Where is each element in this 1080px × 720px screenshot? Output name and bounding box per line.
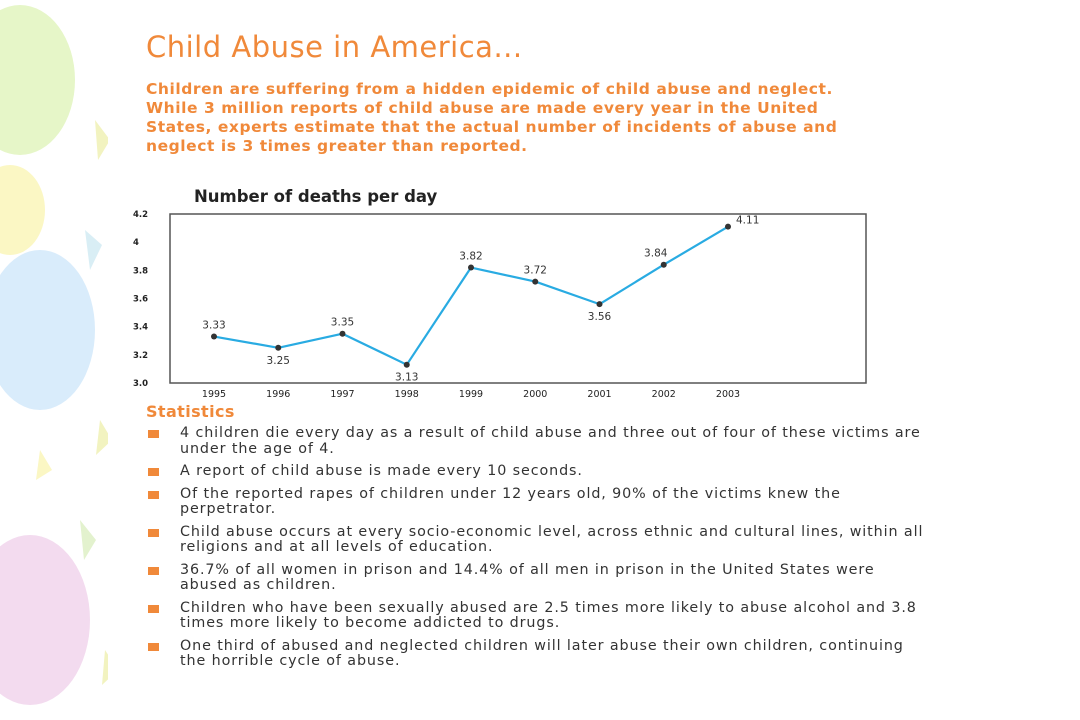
data-label: 3.72 bbox=[524, 265, 547, 277]
data-point bbox=[211, 333, 217, 340]
statistics-list: 4 children die every day as a result of … bbox=[148, 425, 928, 677]
data-point bbox=[725, 223, 731, 230]
data-point bbox=[660, 261, 667, 268]
statistic-item: A report of child abuse is made every 10… bbox=[148, 463, 928, 480]
data-label: 3.84 bbox=[644, 248, 668, 260]
y-tick-label: 4.2 bbox=[133, 210, 148, 220]
statistic-text: Of the reported rapes of children under … bbox=[180, 485, 841, 517]
y-tick-label: 3.8 bbox=[133, 266, 148, 276]
x-tick-label: 1999 bbox=[459, 389, 483, 400]
streamer bbox=[96, 420, 112, 455]
x-tick-label: 2002 bbox=[652, 389, 676, 400]
data-point bbox=[468, 264, 474, 271]
page-title: Child Abuse in America... bbox=[146, 30, 523, 64]
data-point bbox=[532, 278, 539, 285]
data-label: 3.82 bbox=[459, 251, 482, 263]
statistic-text: A report of child abuse is made every 10… bbox=[180, 463, 583, 479]
y-tick-label: 3.2 bbox=[133, 351, 148, 361]
deaths-per-day-chart: Number of deaths per day 3.0 3.2 3.4 3.6 3.8… bbox=[133, 187, 867, 400]
chart-title: Number of deaths per day bbox=[194, 187, 438, 206]
x-tick-label: 1997 bbox=[330, 389, 354, 400]
x-tick-label: 2003 bbox=[716, 389, 740, 400]
streamer bbox=[36, 450, 52, 480]
square-bullet-icon bbox=[148, 430, 159, 438]
plot-frame bbox=[169, 213, 867, 384]
x-tick-label: 1998 bbox=[395, 389, 419, 400]
statistic-text: 36.7% of all women in prison and 14.4% o… bbox=[180, 561, 875, 593]
square-bullet-icon bbox=[148, 604, 159, 613]
statistic-item: Of the reported rapes of children under … bbox=[148, 485, 928, 518]
statistic-item: 4 children die every day as a result of … bbox=[148, 425, 928, 457]
data-point bbox=[275, 344, 282, 351]
data-point bbox=[339, 330, 346, 337]
statistic-item: Child abuse occurs at every socio-econom… bbox=[148, 523, 928, 556]
x-tick-label: 1995 bbox=[202, 389, 226, 400]
blue-balloon bbox=[0, 250, 95, 410]
x-tick-label: 1996 bbox=[266, 389, 290, 400]
y-tick-label: 3.0 bbox=[133, 379, 148, 389]
square-bullet-icon bbox=[148, 528, 159, 537]
x-tick-label: 2000 bbox=[523, 389, 547, 400]
x-tick-label: 2001 bbox=[587, 389, 611, 400]
statistic-text: Children who have been sexually abused a… bbox=[180, 599, 917, 631]
data-label: 3.35 bbox=[331, 317, 354, 329]
y-tick-label: 3.6 bbox=[133, 295, 148, 305]
balloon-decoration bbox=[0, 5, 118, 705]
data-point bbox=[596, 301, 603, 308]
data-label: 4.11 bbox=[736, 215, 759, 227]
data-label: 3.56 bbox=[588, 311, 612, 323]
statistic-item: 36.7% of all women in prison and 14.4% o… bbox=[148, 561, 928, 594]
statistic-text: 4 children die every day as a result of … bbox=[180, 425, 921, 457]
green-balloon bbox=[0, 5, 75, 155]
streamer bbox=[85, 230, 102, 270]
statistics-heading: Statistics bbox=[146, 402, 235, 421]
y-tick-label: 3.4 bbox=[133, 323, 148, 333]
streamer bbox=[95, 120, 110, 160]
square-bullet-icon bbox=[148, 468, 159, 476]
yellow-balloon bbox=[0, 165, 45, 255]
statistic-item: Children who have been sexually abused a… bbox=[148, 599, 928, 632]
data-label: 3.33 bbox=[202, 320, 225, 332]
statistic-text: One third of abused and neglected childr… bbox=[180, 637, 904, 669]
streamer bbox=[80, 520, 96, 560]
pink-balloon bbox=[0, 535, 90, 705]
intro-paragraph: Children are suffering from a hidden epi… bbox=[146, 80, 838, 155]
data-label: 3.13 bbox=[395, 372, 418, 384]
slide: Child Abuse in America... Children are s… bbox=[108, 0, 1080, 720]
square-bullet-icon bbox=[148, 566, 159, 575]
square-bullet-icon bbox=[148, 642, 159, 651]
statistic-item: One third of abused and neglected childr… bbox=[148, 637, 928, 670]
statistic-text: Child abuse occurs at every socio-econom… bbox=[180, 523, 924, 555]
square-bullet-icon bbox=[148, 490, 159, 499]
y-tick-label: 4 bbox=[133, 238, 139, 248]
data-point bbox=[403, 361, 410, 368]
data-label: 3.25 bbox=[267, 355, 290, 367]
